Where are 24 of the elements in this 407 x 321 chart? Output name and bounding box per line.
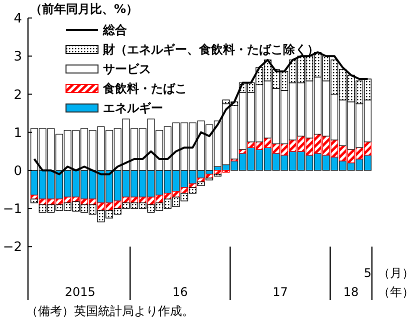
y-tick-label: 4 (14, 12, 22, 27)
legend-label: エネルギー (103, 101, 163, 116)
chart-title: （前年同月比、%） (30, 2, 138, 16)
annotation: 18 (343, 285, 359, 299)
legend-label: 食飲料・たばこ (102, 82, 187, 96)
y-tick-label: −1 (2, 202, 22, 218)
bar (197, 178, 205, 182)
legend-label: 総合 (102, 23, 128, 38)
y-tick-label: 2 (14, 88, 22, 103)
y-tick-label: 3 (14, 50, 22, 65)
annotation: 17 (272, 285, 288, 299)
y-tick-label: 0 (14, 164, 22, 179)
bar (30, 198, 38, 204)
annotation: 2015 (64, 285, 96, 299)
y-tick-label: −2 (2, 240, 22, 256)
annotation: 16 (172, 285, 188, 299)
text: （月） (378, 266, 407, 280)
x-tick-label: 5 (364, 266, 372, 280)
text: （年） (378, 285, 407, 299)
bar (197, 182, 205, 186)
legend-label: サービス (103, 62, 151, 76)
legend-label: 財（エネルギー、食飲料・たばこ除く） (102, 42, 319, 57)
text: （備考）英国統計局より作成。 (26, 304, 194, 318)
y-tick-label: 1 (14, 126, 22, 141)
